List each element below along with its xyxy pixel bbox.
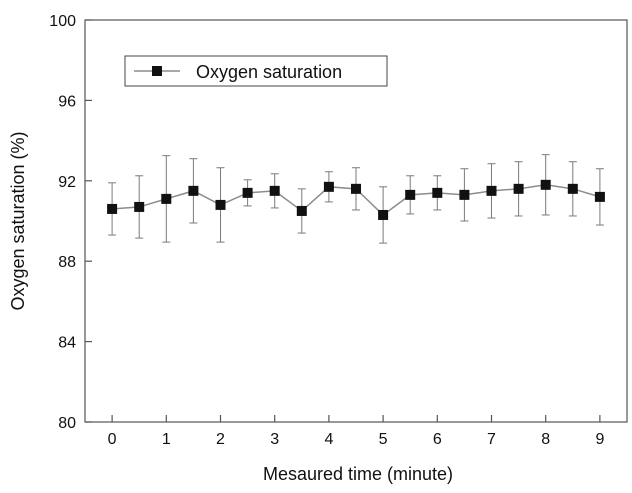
- y-tick-label: 92: [58, 174, 76, 191]
- x-tick-label: 3: [270, 431, 279, 448]
- legend-label: Oxygen saturation: [196, 62, 342, 82]
- data-point: [405, 189, 416, 200]
- data-point: [188, 185, 199, 196]
- data-point: [567, 183, 578, 194]
- data-point: [459, 189, 470, 200]
- data-point: [594, 191, 605, 202]
- data-point: [161, 193, 172, 204]
- legend-marker: [152, 66, 162, 76]
- data-point: [323, 181, 334, 192]
- data-point: [296, 205, 307, 216]
- data-point: [134, 201, 145, 212]
- x-tick-label: 2: [216, 431, 225, 448]
- y-tick-label: 100: [49, 13, 76, 30]
- y-ticks: 80 84 88 92 96 100: [49, 13, 92, 432]
- data-point: [107, 203, 118, 214]
- x-tick-label: 0: [108, 431, 117, 448]
- x-tick-label: 7: [487, 431, 496, 448]
- data-point: [540, 179, 551, 190]
- y-axis-label: Oxygen saturation (%): [8, 131, 28, 310]
- y-tick-label: 80: [58, 415, 76, 432]
- x-tick-label: 4: [324, 431, 333, 448]
- x-axis-label: Mesaured time (minute): [263, 464, 453, 484]
- data-point: [432, 187, 443, 198]
- legend: Oxygen saturation: [124, 55, 388, 87]
- x-tick-label: 1: [162, 431, 171, 448]
- data-point: [269, 185, 280, 196]
- data-point: [513, 183, 524, 194]
- series-layer: [107, 154, 605, 244]
- x-tick-label: 6: [433, 431, 442, 448]
- data-point: [242, 187, 253, 198]
- data-point: [486, 185, 497, 196]
- y-tick-label: 96: [58, 93, 76, 110]
- y-tick-label: 84: [58, 335, 76, 352]
- x-tick-label: 9: [595, 431, 604, 448]
- data-point: [351, 183, 361, 194]
- data-point: [378, 209, 389, 220]
- plot-frame: [84, 19, 628, 423]
- y-tick-label: 88: [58, 254, 76, 271]
- x-ticks: 0 1 2 3 4 5 6 7 8 9: [108, 415, 604, 448]
- x-tick-label: 8: [541, 431, 550, 448]
- data-point: [215, 199, 226, 210]
- x-tick-label: 5: [379, 431, 388, 448]
